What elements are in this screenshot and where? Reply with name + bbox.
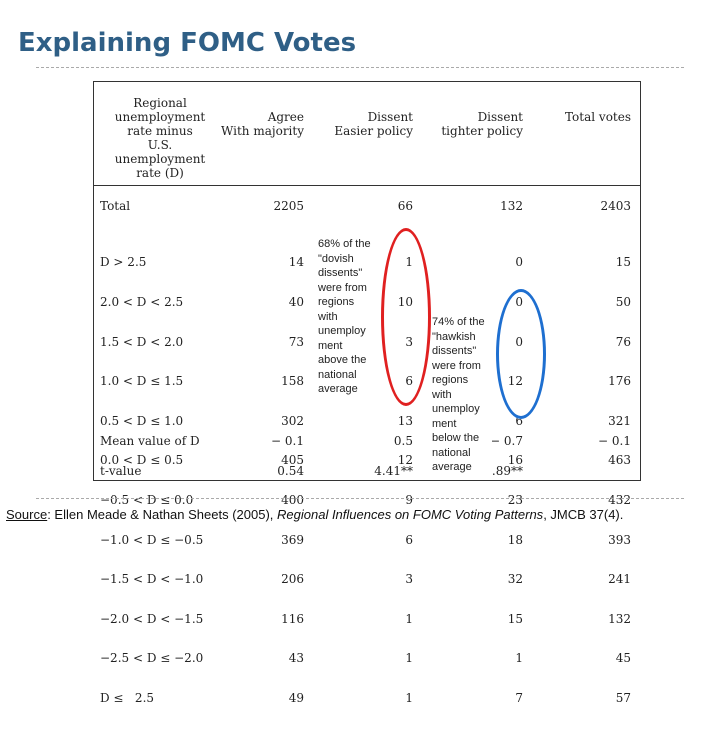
mean-tighter: − 0.7: [490, 434, 523, 448]
total-cell: 45: [615, 651, 631, 666]
tighter-cell: 23: [507, 492, 523, 507]
tighter-cell: 1: [515, 651, 523, 666]
tvalue-easier: 4.41**: [374, 464, 413, 478]
range-label: −1.5 < D < −1.0: [100, 572, 204, 587]
total-cell: 76: [615, 334, 631, 349]
source-authors: : Ellen Meade & Nathan Sheets (2005),: [47, 507, 278, 522]
tighter-cell: 6: [515, 413, 523, 428]
agree-cell: 405: [281, 453, 304, 468]
source-citation: Source: Ellen Meade & Nathan Sheets (200…: [6, 507, 623, 522]
header-total: Total votes: [564, 110, 631, 124]
dovish-highlight-oval: [381, 228, 431, 406]
top-divider: [36, 67, 684, 68]
range-label: −0.5 < D ≤ 0.0: [100, 492, 194, 507]
tighter-cell: 0: [515, 255, 523, 270]
tvalue-agree: 0.54: [277, 464, 304, 478]
mean-easier: 0.5: [393, 434, 413, 448]
tighter-cell: 32: [507, 572, 523, 587]
total-cell: 432: [608, 492, 631, 507]
tighter-cell: 7: [515, 690, 523, 705]
agree-cell: 302: [281, 413, 304, 428]
total-cell: 132: [608, 611, 631, 626]
total-cell: 50: [615, 295, 631, 309]
header-tighter: Dissent tighter policy: [441, 110, 523, 138]
agree-cell: 73: [288, 334, 304, 349]
total-easier: 66: [397, 199, 413, 213]
easier-cell: 9: [405, 492, 413, 507]
total-cell: 241: [608, 572, 631, 587]
total-cell: 393: [608, 532, 631, 547]
tighter-cell: 18: [507, 532, 523, 547]
total-total: 2403: [600, 199, 631, 213]
tvalue-tighter: 5.89**: [484, 464, 523, 478]
tighter-cell: 16: [507, 453, 523, 468]
bottom-divider: [36, 498, 684, 499]
total-cell: 321: [608, 413, 631, 428]
header-d: Regional unemployment rate minus U.S. unemp…: [114, 96, 206, 180]
easier-cell: 12: [397, 453, 413, 468]
range-label: −2.0 < D < −1.5: [100, 611, 204, 626]
agree-cell: 369: [281, 532, 304, 547]
mean-total: − 0.1: [598, 434, 631, 448]
slide-title: Explaining FOMC Votes: [18, 28, 357, 58]
agree-cell: 206: [281, 572, 304, 587]
range-label: D ≤ 2.5: [100, 690, 155, 705]
agree-cell: 43: [288, 651, 304, 666]
dovish-annotation: 68% of the "dovish dissents" were from regio…: [318, 237, 378, 397]
range-label: 0.5 < D ≤ 1.0: [100, 413, 184, 428]
total-tighter: 132: [500, 199, 523, 213]
range-label: D > 2.5: [100, 255, 147, 270]
mean-agree: − 0.1: [271, 434, 304, 448]
total-cell: 57: [615, 690, 631, 705]
agree-cell: 14: [288, 255, 304, 270]
total-label: Total: [100, 199, 131, 213]
header-easier: Dissent Easier policy: [334, 110, 413, 138]
source-journal: , JMCB 37(4).: [543, 507, 624, 522]
source-label: Source: [6, 507, 48, 522]
range-label: 1.0 < D ≤ 1.5: [100, 374, 184, 389]
agree-cell: 400: [281, 492, 304, 507]
range-label: 1.5 < D < 2.0: [100, 334, 184, 349]
agree-cell: 116: [281, 611, 304, 626]
range-label: 2.0 < D < 2.5: [100, 295, 184, 309]
mean-label: Mean value of D: [100, 434, 200, 448]
easier-cell: 13: [397, 413, 413, 428]
total-cell: 15: [615, 255, 631, 270]
agree-column: 14 40 73 158 302 405 400 369 206 116 43 …: [244, 230, 304, 732]
hawkish-annotation: 74% of the "hawkish dissents" were from regi…: [432, 315, 492, 475]
total-agree: 2205: [273, 199, 304, 213]
header-agree: Agree With majority: [221, 110, 304, 138]
agree-cell: 49: [288, 690, 304, 705]
source-work: Regional Influences on FOMC Voting Patte…: [277, 507, 544, 522]
agree-cell: 40: [288, 295, 304, 309]
easier-cell: 3: [405, 572, 413, 587]
range-labels: D > 2.5 2.0 < D < 2.5 1.5 < D < 2.0 1.0 …: [100, 230, 210, 732]
range-label: −1.0 < D ≤ −0.5: [100, 532, 204, 547]
hawkish-highlight-oval: [496, 289, 546, 419]
easier-cell: 1: [405, 651, 413, 666]
total-cell: 463: [608, 453, 631, 468]
tvalue-label: t-value: [100, 464, 142, 478]
total-cell: 176: [608, 374, 631, 389]
easier-cell: 1: [405, 611, 413, 626]
range-label: 0.0 < D ≤ 0.5: [100, 453, 184, 468]
agree-cell: 158: [281, 374, 304, 389]
total-column: 15 50 76 176 321 463 432 393 241 132 45 …: [571, 230, 631, 732]
easier-cell: 6: [405, 532, 413, 547]
range-label: −2.5 < D ≤ −2.0: [100, 651, 204, 666]
tighter-cell: 15: [507, 611, 523, 626]
header-rule: [94, 185, 640, 186]
easier-cell: 1: [405, 690, 413, 705]
